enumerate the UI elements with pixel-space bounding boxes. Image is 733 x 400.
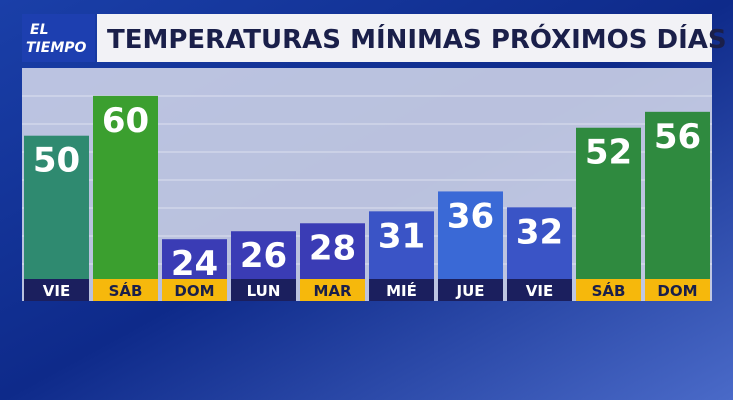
logo-text: TIEMPO bbox=[26, 40, 87, 56]
category-strip bbox=[24, 279, 89, 301]
x-tick-label: LUN bbox=[247, 282, 281, 300]
value-label: 31 bbox=[378, 216, 425, 256]
value-label: 26 bbox=[240, 236, 287, 276]
bar bbox=[162, 239, 227, 279]
logo-box bbox=[22, 14, 95, 62]
value-label: 50 bbox=[33, 141, 80, 181]
title-box bbox=[97, 14, 712, 62]
category-strip bbox=[300, 279, 365, 301]
bar bbox=[645, 111, 710, 279]
bar bbox=[369, 211, 434, 279]
category-strip bbox=[93, 279, 158, 301]
x-tick-label: VIE bbox=[526, 282, 553, 300]
value-label: 28 bbox=[309, 228, 356, 268]
bar bbox=[300, 223, 365, 279]
x-tick-label: DOM bbox=[174, 282, 214, 300]
value-label: 60 bbox=[102, 101, 149, 141]
category-strip bbox=[438, 279, 503, 301]
x-tick-label: MIÉ bbox=[386, 281, 417, 300]
value-label: 36 bbox=[447, 196, 494, 236]
x-tick-label: SÁB bbox=[592, 281, 626, 300]
chart-title: TEMPERATURAS MÍNIMAS PRÓXIMOS DÍAS bbox=[107, 23, 727, 55]
category-strip bbox=[231, 279, 296, 301]
category-strip bbox=[507, 279, 572, 301]
x-tick-label: DOM bbox=[657, 282, 697, 300]
value-label: 32 bbox=[516, 212, 563, 252]
x-tick-label: MAR bbox=[313, 282, 352, 300]
bar bbox=[438, 191, 503, 279]
bar bbox=[231, 231, 296, 279]
x-tick-label: JUE bbox=[455, 282, 484, 300]
category-strip bbox=[369, 279, 434, 301]
bar bbox=[24, 135, 89, 279]
category-strip bbox=[162, 279, 227, 301]
category-strip bbox=[576, 279, 641, 301]
bar bbox=[507, 207, 572, 279]
bar bbox=[93, 95, 158, 279]
x-tick-label: SÁB bbox=[109, 281, 143, 300]
logo-text: EL bbox=[30, 22, 48, 38]
value-label: 24 bbox=[171, 244, 218, 284]
category-strip bbox=[645, 279, 710, 301]
value-label: 56 bbox=[654, 117, 701, 157]
value-label: 52 bbox=[585, 133, 632, 173]
bar bbox=[576, 127, 641, 280]
x-tick-label: VIE bbox=[43, 282, 70, 300]
